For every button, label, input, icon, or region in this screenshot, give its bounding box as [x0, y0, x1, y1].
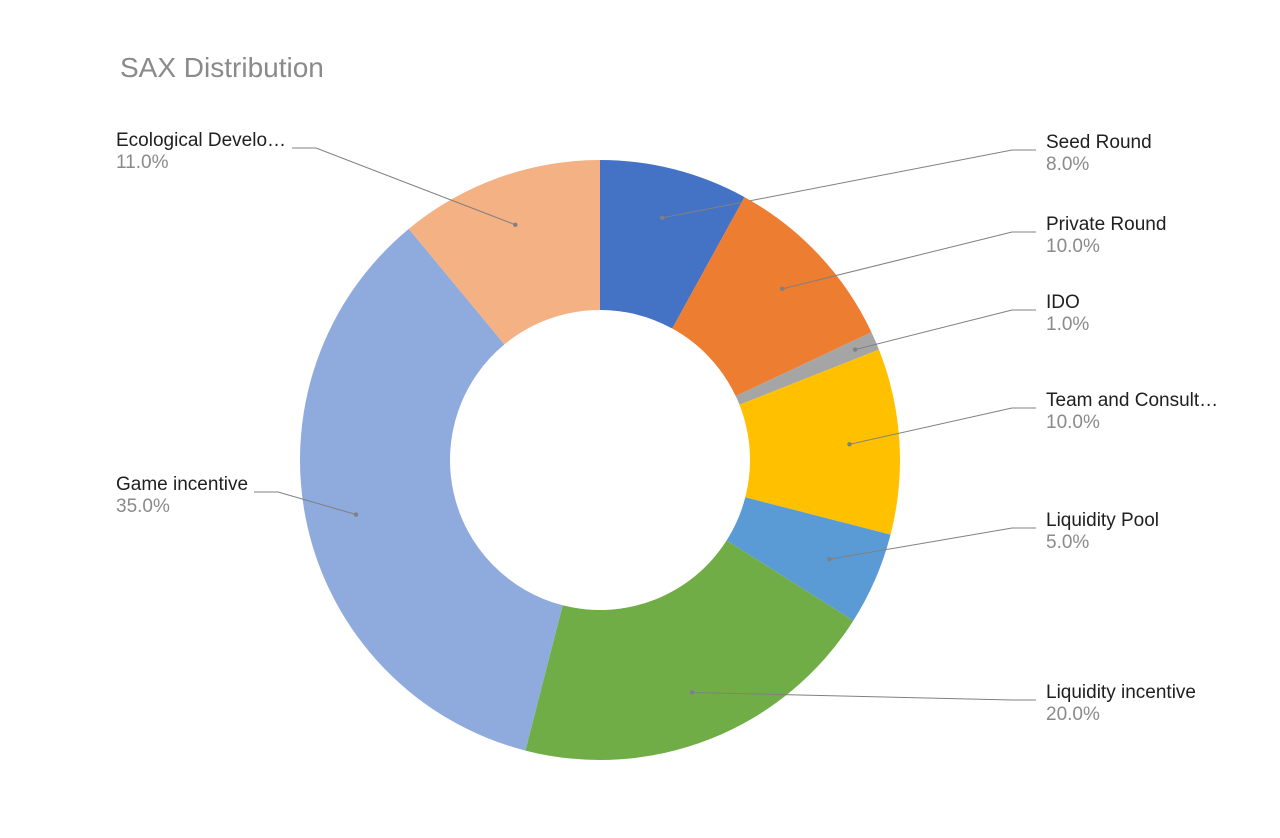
- slice-label-name: Liquidity incentive: [1046, 682, 1196, 703]
- slice-label-value: 20.0%: [1046, 704, 1100, 725]
- chart-title: SAX Distribution: [120, 52, 324, 84]
- slice-label-value: 10.0%: [1046, 412, 1100, 433]
- slice-label-name: Team and Consult…: [1046, 390, 1218, 411]
- slice-label-name: Private Round: [1046, 214, 1166, 235]
- donut-chart: Seed Round8.0%Private Round10.0%IDO1.0%T…: [0, 0, 1280, 838]
- slice-label-value: 35.0%: [116, 496, 170, 517]
- leader-line: [855, 310, 1036, 350]
- slice-label-name: Ecological Develo…: [116, 130, 286, 151]
- slice-label-value: 8.0%: [1046, 154, 1089, 175]
- slice-label-value: 11.0%: [116, 152, 169, 173]
- slice-label-value: 5.0%: [1046, 532, 1089, 553]
- slice-label-name: Liquidity Pool: [1046, 510, 1159, 531]
- slice-label-name: Seed Round: [1046, 132, 1152, 153]
- slice-label-value: 1.0%: [1046, 314, 1089, 335]
- slice-label-name: IDO: [1046, 292, 1080, 313]
- slice-label-value: 10.0%: [1046, 236, 1100, 257]
- slice-label-name: Game incentive: [116, 474, 248, 495]
